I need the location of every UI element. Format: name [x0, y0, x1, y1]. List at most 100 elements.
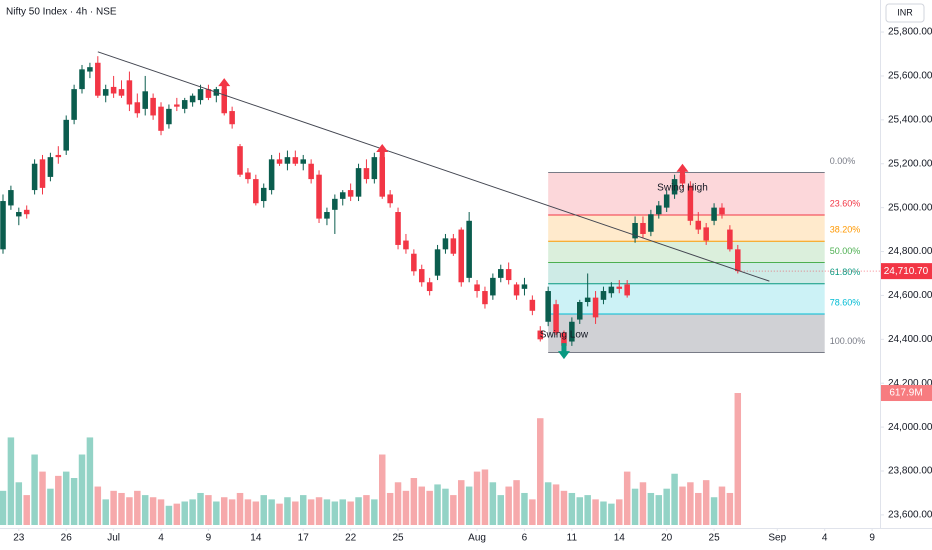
fib-level-label: 50.00%	[830, 246, 861, 256]
volume-bar	[268, 499, 275, 525]
candle-body	[640, 222, 646, 234]
candle-body	[735, 249, 741, 272]
y-tick-label: 24,400.00	[888, 334, 932, 345]
volume-bar	[687, 482, 694, 525]
volume-bar	[576, 497, 584, 525]
candle-body	[616, 286, 623, 289]
volume-bar	[671, 473, 678, 525]
volume-bar	[497, 495, 504, 525]
y-tick-label: 23,800.00	[888, 466, 932, 477]
candle-body	[8, 190, 14, 206]
last-price-label: 24,710.70	[884, 266, 929, 277]
candle-body	[632, 222, 638, 239]
currency-label: INR	[897, 7, 913, 17]
candle-body	[347, 190, 354, 197]
trendline	[97, 51, 770, 282]
volume-bar	[458, 480, 465, 525]
candle-body	[648, 214, 654, 232]
volume-bar	[31, 454, 38, 525]
x-tick-label: 14	[614, 533, 626, 544]
volume-bar	[410, 478, 418, 525]
candle-body	[339, 192, 346, 199]
candle-body	[719, 207, 725, 215]
x-tick-label: 14	[250, 533, 262, 544]
fib-zone	[548, 241, 825, 263]
volume-bar	[62, 471, 70, 525]
volume-bar	[631, 488, 639, 525]
last-volume-box	[881, 385, 932, 402]
volume-bar	[15, 482, 23, 525]
last-price-box	[881, 263, 932, 280]
currency-box[interactable]	[885, 3, 925, 23]
x-tick-label: Sep	[768, 533, 786, 544]
y-tick-label: 24,600.00	[888, 290, 932, 301]
y-tick-label: 24,000.00	[888, 422, 932, 433]
volume-bar	[157, 499, 165, 525]
volume-bar	[552, 484, 560, 525]
volume-bar	[126, 497, 133, 525]
candle-body	[276, 159, 283, 164]
volume-bar	[141, 495, 149, 525]
volume-bar	[710, 497, 718, 525]
volume-bar	[521, 492, 528, 525]
volume-bar	[679, 486, 686, 525]
candle-body	[663, 194, 670, 208]
candle-body	[118, 89, 125, 96]
candle-body	[711, 207, 717, 221]
volume-bar	[39, 471, 46, 525]
arrow-marker	[376, 143, 389, 160]
candle-body	[181, 100, 188, 109]
candle-body	[87, 67, 93, 72]
volume-bar	[70, 478, 78, 525]
y-tick-label: 23,600.00	[888, 510, 932, 521]
fib-level-label: 23.60%	[830, 198, 861, 208]
volume-bar	[102, 499, 109, 525]
candle-body	[39, 159, 46, 188]
candle-body	[55, 154, 62, 158]
fib-level-label: 100.00%	[830, 336, 866, 346]
candle-body	[505, 269, 512, 281]
candle-body	[703, 227, 709, 241]
volume-bar	[608, 503, 615, 525]
plot-area: 0.00% 23.60% 38.20% 50.00% 61.80% 78.60% 100.0…	[0, 51, 880, 525]
volume-bar	[481, 469, 489, 525]
candle-body	[545, 291, 551, 322]
candle-body	[577, 302, 583, 320]
candle-body	[418, 269, 425, 283]
y-tick-label: 25,800.00	[888, 27, 932, 38]
volume-bar	[473, 471, 481, 525]
volume-bar	[0, 490, 7, 525]
candle-body	[553, 304, 559, 333]
x-tick-label: 25	[392, 533, 404, 544]
x-tick-label: 25	[709, 533, 721, 544]
arrow-marker	[676, 163, 689, 180]
candle-body	[624, 284, 630, 296]
candle-body	[426, 282, 433, 292]
fib-level-label: 61.80%	[830, 267, 861, 277]
x-tick-label: 9	[206, 533, 212, 544]
volume-bar	[55, 475, 62, 525]
volume-bar	[165, 505, 173, 525]
candle-body	[237, 146, 243, 175]
x-tick-label: 26	[61, 533, 73, 544]
volume-bar	[149, 497, 157, 525]
candle-body	[687, 185, 694, 221]
volume-bar	[465, 486, 473, 525]
volume-bar	[228, 499, 236, 525]
volume-bar	[529, 499, 536, 525]
volume-bar	[260, 495, 267, 525]
volume-bar	[252, 501, 260, 525]
candle-body	[474, 284, 480, 292]
fib-zone	[548, 214, 825, 242]
volume-bar	[726, 492, 734, 525]
volume-bar	[379, 454, 386, 525]
candle-body	[110, 86, 117, 94]
volume-bar	[489, 482, 497, 525]
candle-body	[379, 157, 386, 197]
volume-bar	[718, 486, 726, 525]
volume-bar	[418, 486, 425, 525]
x-tick-label: 17	[298, 533, 310, 544]
candle-body	[166, 108, 172, 125]
volume-bar	[386, 492, 394, 525]
